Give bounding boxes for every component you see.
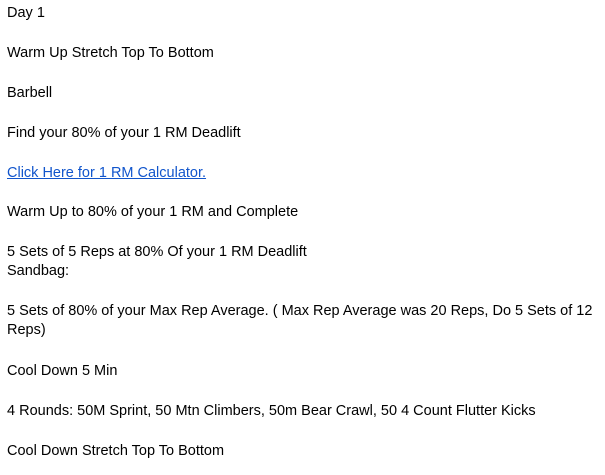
deadlift-sets-text: 5 Sets of 5 Reps at 80% Of your 1 RM Dea… — [7, 244, 307, 260]
warm-up-80-text: Warm Up to 80% of your 1 RM and Complete — [7, 204, 299, 220]
rm-calculator-link[interactable]: Click Here for 1 RM Calculator. — [7, 165, 207, 181]
warm-up-stretch-text: Warm Up Stretch Top To Bottom — [7, 45, 214, 61]
barbell-label: Barbell — [7, 85, 53, 101]
day-heading: Day 1 — [7, 5, 45, 21]
sandbag-label: Sandbag: — [7, 263, 70, 279]
cool-down-5-text: Cool Down 5 Min — [7, 363, 118, 379]
rounds-text: 4 Rounds: 50M Sprint, 50 Mtn Climbers, 5… — [7, 403, 536, 419]
sandbag-sets-text: 5 Sets of 80% of your Max Rep Average. (… — [7, 303, 593, 338]
cool-down-stretch-text: Cool Down Stretch Top To Bottom — [7, 443, 225, 459]
find-rm-text: Find your 80% of your 1 RM Deadlift — [7, 125, 241, 141]
